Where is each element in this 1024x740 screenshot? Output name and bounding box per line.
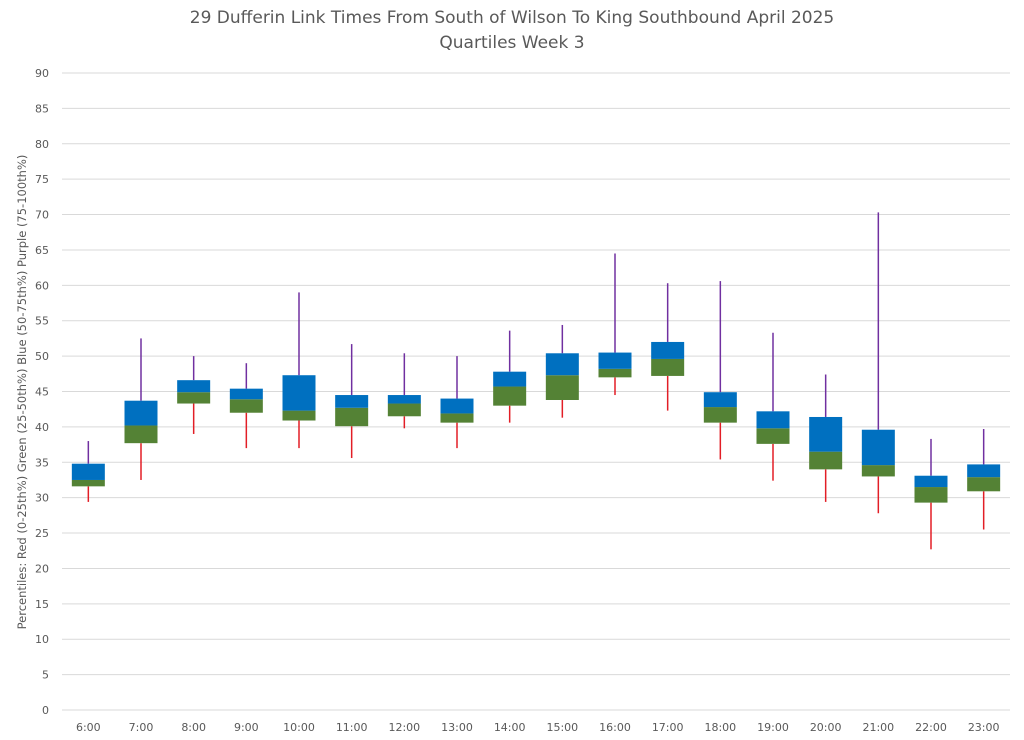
y-tick-label: 15	[35, 598, 49, 611]
box-14:00	[493, 330, 527, 423]
y-tick-label: 80	[35, 138, 49, 151]
y-axis-label: Percentiles: Red (0-25th%) Green (25-50t…	[15, 155, 29, 630]
x-tick-label: 20:00	[810, 721, 842, 734]
upper-box	[124, 400, 158, 426]
upper-box	[282, 375, 316, 411]
x-tick-label: 11:00	[336, 721, 368, 734]
lower-box	[967, 477, 1001, 492]
upper-box	[440, 398, 474, 414]
lower-box	[440, 413, 474, 423]
x-tick-label: 13:00	[441, 721, 473, 734]
x-tick-label: 16:00	[599, 721, 631, 734]
y-tick-label: 10	[35, 633, 49, 646]
lower-box	[598, 368, 632, 378]
upper-box	[651, 341, 685, 359]
x-tick-label: 17:00	[652, 721, 684, 734]
x-tick-label: 12:00	[388, 721, 420, 734]
box-7:00	[124, 338, 158, 480]
lower-box	[756, 428, 790, 444]
box-15:00	[545, 324, 579, 418]
upper-box	[756, 411, 790, 429]
lower-box	[177, 392, 211, 404]
upper-box	[545, 353, 579, 376]
box-8:00	[177, 356, 211, 434]
y-tick-label: 90	[35, 67, 49, 80]
box-19:00	[756, 332, 790, 481]
y-tick-label: 50	[35, 350, 49, 363]
x-tick-label: 15:00	[546, 721, 578, 734]
upper-box	[71, 463, 105, 480]
upper-box	[598, 352, 632, 369]
upper-box	[967, 464, 1001, 478]
y-axis-ticks: 0 5 10 15 20 25 30 35 40 45 50 55 60 65 70 75 80 85 90	[35, 67, 49, 717]
upper-box	[493, 371, 527, 387]
y-tick-label: 20	[35, 562, 49, 575]
box-22:00	[914, 438, 948, 550]
box-17:00	[651, 283, 685, 411]
x-tick-label: 23:00	[968, 721, 1000, 734]
y-tick-label: 0	[42, 704, 49, 717]
x-tick-label: 21:00	[862, 721, 894, 734]
lower-box	[335, 407, 369, 427]
upper-box	[177, 380, 211, 393]
lower-box	[914, 487, 948, 503]
lower-box	[861, 465, 895, 477]
y-tick-label: 5	[42, 669, 49, 682]
lower-box	[282, 410, 316, 421]
x-tick-label: 8:00	[181, 721, 206, 734]
box-11:00	[335, 344, 369, 459]
y-tick-label: 30	[35, 492, 49, 505]
y-tick-label: 60	[35, 279, 49, 292]
lower-box	[71, 479, 105, 487]
upper-box	[387, 395, 421, 404]
lower-box	[809, 451, 843, 470]
box-20:00	[809, 374, 843, 502]
x-tick-label: 22:00	[915, 721, 947, 734]
x-tick-label: 9:00	[234, 721, 259, 734]
y-tick-label: 85	[35, 102, 49, 115]
box-18:00	[703, 281, 737, 460]
upper-box	[703, 392, 737, 408]
box-21:00	[861, 212, 895, 514]
x-tick-label: 7:00	[129, 721, 154, 734]
y-tick-label: 45	[35, 386, 49, 399]
chart-subtitle: Quartiles Week 3	[439, 33, 584, 53]
box-9:00	[229, 363, 263, 449]
lower-box	[703, 407, 737, 423]
box-16:00	[598, 253, 632, 396]
lower-box	[124, 425, 158, 444]
x-tick-label: 10:00	[283, 721, 315, 734]
box-6:00	[71, 441, 105, 502]
y-tick-label: 40	[35, 421, 49, 434]
upper-box	[914, 475, 948, 488]
box-13:00	[440, 356, 474, 449]
boxes	[71, 212, 1001, 550]
y-tick-label: 75	[35, 173, 49, 186]
upper-box	[809, 416, 843, 452]
upper-box	[229, 388, 263, 400]
y-tick-label: 70	[35, 209, 49, 222]
box-23:00	[967, 429, 1001, 530]
box-12:00	[387, 353, 421, 429]
x-tick-label: 19:00	[757, 721, 789, 734]
chart-title: 29 Dufferin Link Times From South of Wil…	[190, 8, 835, 28]
y-tick-label: 25	[35, 527, 49, 540]
lower-box	[545, 375, 579, 400]
x-tick-label: 6:00	[76, 721, 101, 734]
box-10:00	[282, 292, 316, 449]
y-tick-label: 55	[35, 315, 49, 328]
gridlines	[62, 72, 1010, 711]
y-tick-label: 65	[35, 244, 49, 257]
upper-box	[335, 395, 369, 408]
y-tick-label: 35	[35, 456, 49, 469]
lower-box	[229, 399, 263, 413]
lower-box	[493, 386, 527, 406]
upper-box	[861, 429, 895, 466]
lower-box	[387, 403, 421, 417]
x-axis-ticks: 6:00 7:00 8:00 9:00 10:00 11:00 12:00 13:00 14:0…	[76, 721, 1000, 734]
x-tick-label: 18:00	[704, 721, 736, 734]
lower-box	[651, 358, 685, 376]
x-tick-label: 14:00	[494, 721, 526, 734]
